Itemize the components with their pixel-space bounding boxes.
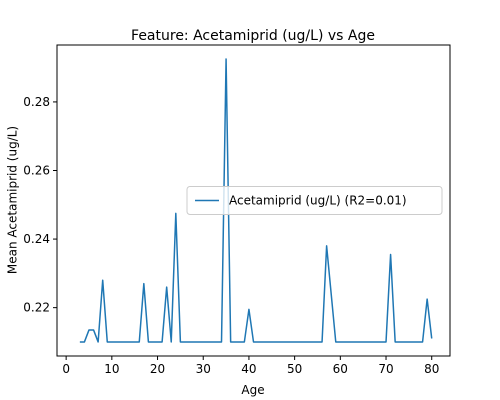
y-tick-label: 0.22 xyxy=(23,301,50,315)
x-tick-label: 20 xyxy=(150,362,165,376)
x-tick-label: 50 xyxy=(287,362,302,376)
legend-label: Acetamiprid (ug/L) (R2=0.01) xyxy=(229,194,407,208)
axes-frame xyxy=(56,44,451,357)
line-series xyxy=(79,58,433,343)
x-axis-label: Age xyxy=(241,383,264,397)
x-tick-label: 30 xyxy=(196,362,211,376)
y-axis-label: Mean Acetamiprid (ug/L) xyxy=(6,126,20,274)
x-tick-label: 80 xyxy=(424,362,439,376)
x-tick-label: 60 xyxy=(333,362,348,376)
x-tick-label: 10 xyxy=(104,362,119,376)
x-tick-label: 70 xyxy=(378,362,393,376)
y-tick-label: 0.28 xyxy=(23,95,50,109)
x-tick-label: 0 xyxy=(62,362,70,376)
chart-title: Feature: Acetamiprid (ug/L) vs Age xyxy=(131,28,375,44)
y-tick-label: 0.26 xyxy=(23,163,50,177)
legend: Acetamiprid (ug/L) (R2=0.01) xyxy=(186,186,443,215)
y-tick-label: 0.24 xyxy=(23,232,50,246)
x-tick-label: 40 xyxy=(241,362,256,376)
legend-box xyxy=(186,186,443,215)
